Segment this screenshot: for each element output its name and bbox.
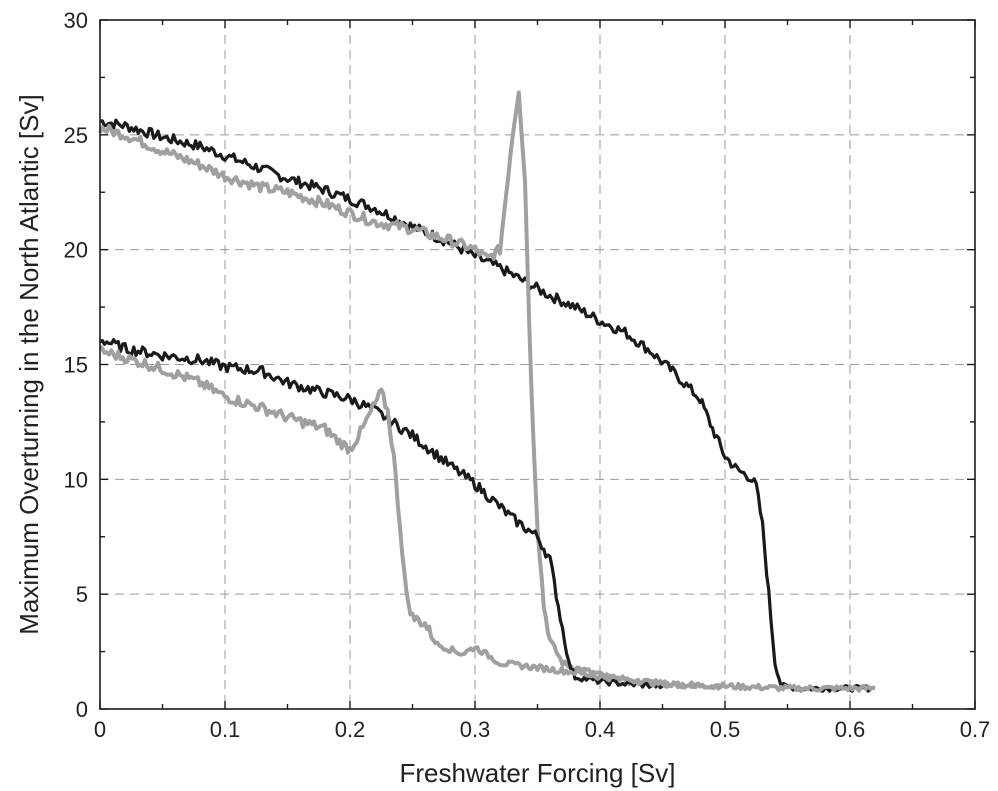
y-tick-label: 15	[64, 353, 88, 378]
y-tick-label: 30	[64, 8, 88, 33]
x-tick-label: 0.7	[960, 717, 991, 742]
y-tick-label: 20	[64, 238, 88, 263]
series-layer	[98, 90, 876, 694]
y-tick-labels: 0 5 10 15 20 25 30	[64, 8, 88, 722]
x-axis-title: Freshwater Forcing [Sv]	[400, 758, 676, 788]
x-tick-label: 0.5	[710, 717, 741, 742]
y-axis-title: Maximum Overturning in the North Atlanti…	[14, 94, 44, 634]
x-tick-label: 0.6	[835, 717, 866, 742]
tick-marks	[99, 19, 976, 710]
gridlines	[100, 20, 975, 709]
x-tick-label: 0.3	[460, 717, 491, 742]
x-tick-labels: 0 0.1 0.2 0.3 0.4 0.5 0.6 0.7	[94, 717, 990, 742]
x-tick-label: 0.4	[585, 717, 616, 742]
x-tick-label: 0.2	[335, 717, 366, 742]
series-line-1	[99, 118, 876, 693]
x-tick-label: 0.1	[210, 717, 241, 742]
series-line-4	[98, 344, 726, 691]
series-line-2	[98, 90, 876, 694]
y-tick-label: 25	[64, 123, 88, 148]
y-tick-label: 10	[64, 467, 88, 492]
x-tick-label: 0	[94, 717, 106, 742]
series-line-3	[99, 338, 664, 690]
y-tick-label: 5	[76, 582, 88, 607]
y-tick-label: 0	[76, 697, 88, 722]
